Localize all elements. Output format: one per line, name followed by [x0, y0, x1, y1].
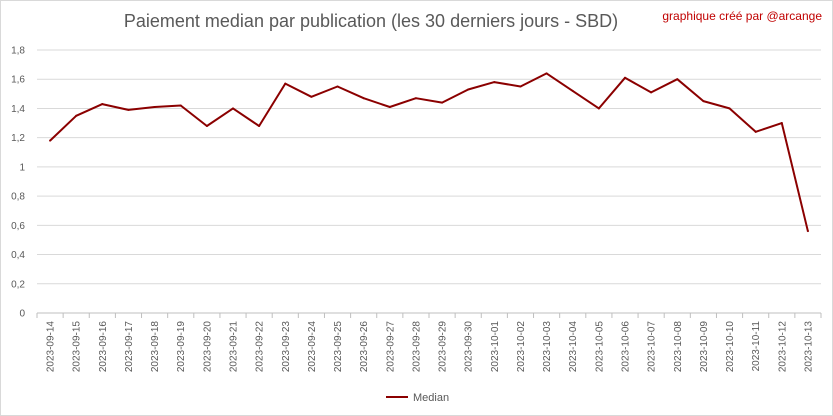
- x-tick-label: 2023-10-11: [751, 321, 762, 372]
- data-point: [205, 124, 208, 127]
- data-point: [179, 104, 182, 107]
- x-tick-label: 2023-09-17: [124, 321, 135, 373]
- x-tick-label: 2023-10-10: [725, 321, 736, 373]
- x-tick-label: 2023-09-16: [98, 321, 109, 373]
- x-tick-label: 2023-09-30: [464, 321, 475, 373]
- data-point: [414, 97, 417, 100]
- x-tick-label: 2023-09-21: [229, 321, 240, 373]
- y-tick-label: 1,2: [11, 133, 25, 144]
- y-tick-label: 1,6: [11, 75, 25, 86]
- x-tick-label: 2023-09-15: [72, 321, 83, 373]
- data-point: [519, 85, 522, 88]
- x-tick-label: 2023-09-24: [307, 321, 318, 373]
- data-point: [284, 82, 287, 85]
- data-point: [702, 100, 705, 103]
- x-tick-label: 2023-09-20: [202, 321, 213, 373]
- data-point: [153, 105, 156, 108]
- y-tick-label: 0,6: [11, 221, 25, 232]
- data-point: [362, 97, 365, 100]
- x-tick-label: 2023-09-19: [176, 321, 187, 373]
- x-tick-label: 2023-10-07: [647, 321, 658, 373]
- data-point: [650, 91, 653, 94]
- data-point: [127, 108, 130, 111]
- data-point: [232, 107, 234, 110]
- y-tick-label: 0,8: [11, 192, 25, 203]
- x-tick-label: 2023-10-12: [777, 321, 788, 373]
- x-tick-label: 2023-10-01: [490, 321, 501, 373]
- data-point: [728, 107, 731, 110]
- series-line-median: [49, 72, 809, 232]
- x-tick-label: 2023-10-06: [621, 321, 632, 373]
- x-tick-label: 2023-09-22: [255, 321, 266, 373]
- y-tick-label: 1: [19, 162, 25, 173]
- data-point: [624, 76, 626, 79]
- data-point: [75, 114, 78, 117]
- x-tick-label: 2023-09-26: [359, 321, 370, 373]
- chart-credit: graphique créé par @arcange: [662, 9, 822, 23]
- data-point: [441, 101, 444, 104]
- x-tick-label: 2023-09-29: [438, 321, 449, 373]
- x-tick-label: 2023-10-03: [542, 321, 553, 373]
- data-point: [571, 89, 574, 92]
- x-tick-label: 2023-09-14: [46, 321, 57, 373]
- y-tick-label: 0: [19, 309, 25, 320]
- x-tick-label: 2023-10-05: [594, 321, 605, 373]
- data-point: [806, 230, 809, 233]
- data-point: [310, 95, 313, 98]
- y-tick-label: 1,8: [11, 46, 25, 57]
- y-tick-label: 1,4: [11, 104, 25, 115]
- data-point: [336, 85, 339, 88]
- data-point: [676, 78, 679, 81]
- x-tick-label: 2023-09-23: [281, 321, 292, 373]
- data-point: [545, 72, 548, 75]
- x-tick-label: 2023-09-28: [411, 321, 422, 373]
- data-point: [754, 130, 757, 133]
- x-tick-label: 2023-10-04: [568, 321, 579, 373]
- data-point: [780, 122, 783, 125]
- data-point: [467, 88, 470, 91]
- chart-title: Paiement median par publication (les 30 …: [123, 11, 619, 31]
- x-tick-label: 2023-10-02: [516, 321, 527, 373]
- x-tick-label: 2023-10-13: [803, 321, 814, 373]
- data-point: [388, 105, 391, 108]
- y-tick-label: 0,2: [11, 279, 25, 290]
- x-tick-label: 2023-10-08: [673, 321, 684, 373]
- data-point: [597, 107, 600, 110]
- legend-label: Median: [413, 392, 449, 404]
- y-tick-label: 0,4: [11, 250, 25, 261]
- x-tick-label: 2023-09-27: [385, 321, 396, 373]
- x-tick-label: 2023-09-18: [150, 321, 161, 373]
- data-point: [258, 124, 261, 127]
- x-tick-label: 2023-10-09: [699, 321, 710, 373]
- data-point: [49, 139, 52, 142]
- data-point: [101, 103, 104, 106]
- x-tick-label: 2023-09-25: [333, 321, 344, 373]
- data-point: [493, 81, 496, 84]
